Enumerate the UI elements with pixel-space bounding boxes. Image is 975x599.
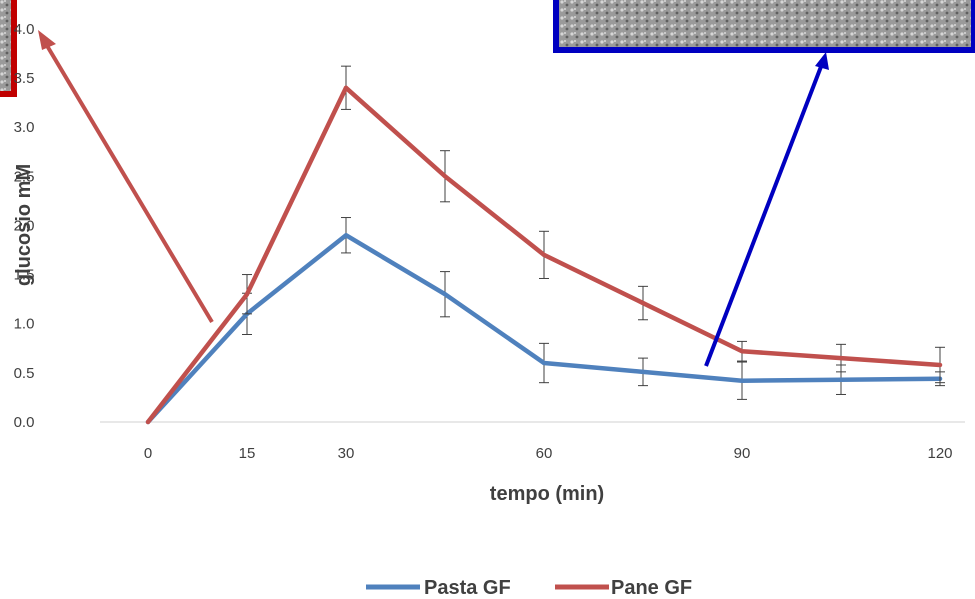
blue-arrowhead <box>815 52 829 70</box>
x-tick-label: 15 <box>239 445 256 462</box>
data-point <box>839 377 843 382</box>
data-point <box>641 301 645 306</box>
legend-label-pane: Pane GF <box>611 577 692 599</box>
data-point <box>641 369 645 374</box>
y-tick-label: 1.5 <box>14 267 35 284</box>
series-pasta-gf <box>145 217 945 425</box>
x-tick-label: 60 <box>536 445 553 462</box>
data-point <box>443 174 447 179</box>
data-point <box>245 292 249 297</box>
x-tick-label: 0 <box>144 445 152 462</box>
x-tick-labels: 0 15 30 60 90 120 <box>144 445 953 462</box>
data-point <box>443 292 447 297</box>
data-point <box>344 233 348 238</box>
data-point <box>740 349 744 354</box>
x-tick-label: 30 <box>338 445 355 462</box>
red-framed-inset <box>0 0 17 97</box>
y-axis-title: glucosio mM <box>13 164 35 286</box>
data-point <box>740 378 744 383</box>
data-point <box>938 362 942 367</box>
y-tick-label: 4.0 <box>14 21 35 38</box>
y-tick-labels: 0.0 0.5 1.0 1.5 2.0 2.5 3.0 3.5 4.0 <box>14 21 35 431</box>
x-tick-label: 90 <box>734 445 751 462</box>
data-point <box>542 361 546 366</box>
y-tick-label: 1.0 <box>14 316 35 333</box>
x-tick-label: 120 <box>927 445 952 462</box>
blue-inset-frame <box>553 0 975 53</box>
y-tick-label: 2.0 <box>14 217 35 234</box>
y-tick-label: 3.5 <box>14 70 35 87</box>
red-inset-frame <box>0 0 17 97</box>
series-pane-gf <box>145 65 945 425</box>
y-tick-label: 0.5 <box>14 365 35 382</box>
data-point <box>344 85 348 90</box>
red-annotation-arrow <box>38 30 214 324</box>
data-point <box>146 420 150 424</box>
y-tick-label: 2.5 <box>14 168 35 185</box>
legend-label-pasta: Pasta GF <box>424 577 511 599</box>
y-tick-label: 3.0 <box>14 119 35 136</box>
series-layer <box>145 65 945 425</box>
blue-framed-inset <box>553 0 975 53</box>
x-axis-title: tempo (min) <box>490 483 604 505</box>
data-point <box>839 356 843 361</box>
blue-annotation-arrow <box>704 52 829 367</box>
data-point <box>542 252 546 257</box>
red-arrowhead <box>38 30 56 50</box>
y-tick-label: 0.0 <box>14 414 35 431</box>
legend: Pasta GF Pane GF <box>366 577 692 599</box>
